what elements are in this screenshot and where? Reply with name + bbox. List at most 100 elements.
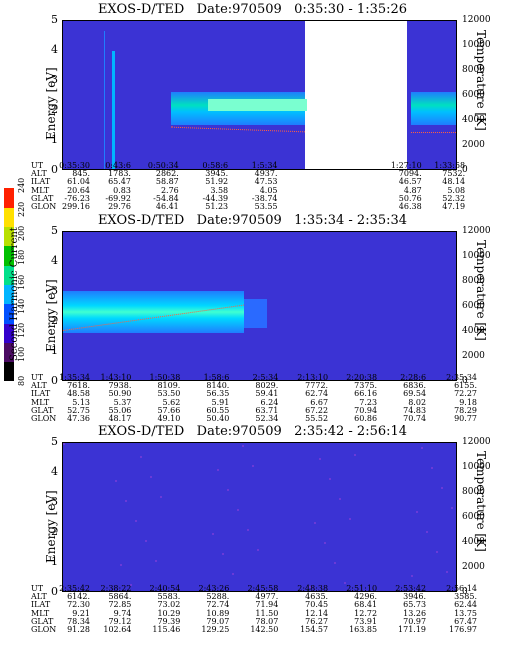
orbit-value: 65.47: [108, 177, 131, 187]
temperature-tick-label: 8000: [462, 487, 485, 497]
temperature-tick-label: 10000: [462, 40, 491, 50]
orbit-value: 55.06: [108, 405, 132, 415]
orbit-value: 78.29: [454, 405, 477, 415]
orbit-value: 3946.: [403, 592, 427, 602]
orbit-value: 2:20:38: [346, 373, 378, 382]
temperature-tick-label: 10000: [462, 251, 491, 261]
orbit-value: 2:53:42: [395, 584, 427, 593]
orbit-value: 58.87: [155, 177, 179, 187]
temperature-tick-label: 8000: [462, 276, 485, 286]
orbit-value: 0:50:34: [147, 161, 179, 170]
noise-fleck: [441, 487, 443, 489]
orbit-row-label: MLT: [31, 608, 50, 618]
orbit-value: 2:38:22: [100, 584, 132, 593]
orbit-value: 63.71: [255, 405, 279, 415]
temperature-tick-label: 2000: [462, 351, 485, 361]
orbit-value: 3945.: [205, 169, 229, 179]
orbit-value: 9.18: [459, 397, 477, 407]
noise-fleck: [150, 476, 152, 478]
orbit-value: 0:35:30: [59, 161, 90, 170]
orbit-row-label: GLON: [31, 414, 57, 423]
orbit-value: 142.50: [250, 625, 279, 634]
orbit-value: 6155.: [454, 381, 477, 391]
plasma-band: [410, 92, 456, 125]
orbit-value: 60.86: [354, 414, 378, 423]
energy-tick-label: 3: [51, 284, 58, 297]
orbit-row-label: MLT: [31, 185, 50, 195]
colorbar-segment: [4, 265, 14, 285]
orbit-value: 4296.: [354, 592, 378, 602]
orbit-value: 5.37: [113, 397, 132, 407]
plasma-band: [243, 298, 268, 329]
temperature-tick-label: 4000: [462, 537, 485, 547]
noise-fleck: [130, 584, 132, 586]
colorbar-segment: [4, 226, 14, 247]
noise-fleck: [155, 560, 157, 562]
noise-fleck: [446, 571, 448, 573]
noise-fleck: [431, 467, 433, 469]
panel-3-energy-axis-label: Energy [eV]: [44, 490, 58, 563]
orbit-value: 4.87: [403, 185, 422, 195]
orbit-value: 1:5:34: [251, 161, 278, 170]
orbit-value: 845.: [72, 169, 90, 179]
noise-fleck: [63, 443, 65, 445]
orbit-value: 7772.: [305, 381, 329, 391]
orbit-value: 2:40:54: [149, 584, 181, 593]
panel-2-energy-ticks: 0 1 2 3 4 5: [38, 225, 58, 386]
orbit-value: 51.92: [205, 177, 229, 187]
orbit-value: 2:5:34: [252, 373, 279, 382]
orbit-value: 7618.: [67, 381, 90, 391]
orbit-value: 0.83: [113, 185, 131, 195]
orbit-value: 52.32: [442, 193, 466, 203]
energy-tick-label: 3: [51, 495, 58, 508]
spike-feature: [104, 31, 106, 169]
orbit-row-label: ALT: [31, 592, 47, 602]
temperature-tick-label: 12000: [462, 226, 491, 236]
temperature-tick-label: 0: [462, 376, 468, 386]
temperature-trace: [410, 132, 456, 134]
orbit-value: 62.44: [454, 600, 477, 610]
colorbar-tick-label: 240: [17, 177, 26, 193]
orbit-value: 48.58: [67, 389, 90, 399]
colorbar-segment: [4, 245, 14, 266]
energy-tick-label: 5: [51, 435, 58, 448]
orbit-value: 5288.: [206, 592, 230, 602]
panel-3-title: EXOS-D/TED Date:970509 2:35:42 - 2:56:14: [97, 424, 408, 439]
data-gap: [304, 21, 407, 169]
orbit-value: 2.76: [160, 185, 179, 195]
energy-tick-label: 4: [51, 465, 58, 478]
orbit-value: 3585.: [454, 592, 477, 602]
orbit-value: -69.92: [105, 193, 131, 203]
orbit-value: 5.62: [162, 397, 181, 407]
energy-tick-label: 0: [51, 163, 58, 176]
orbit-value: 50.40: [206, 414, 230, 423]
orbit-value: 102.64: [103, 625, 132, 634]
orbit-value: 50.76: [398, 193, 422, 203]
orbit-value: 78.07: [255, 616, 279, 626]
panel-3-temperature-ticks: 0 2000 4000 6000 8000 10000 12000: [462, 437, 500, 597]
orbit-value: 66.16: [354, 389, 378, 399]
panel-2-title: EXOS-D/TED Date:970509 1:35:34 - 2:35:34: [97, 213, 408, 228]
panel-3-energy-ticks: 0 1 2 3 4 5: [38, 436, 58, 597]
orbit-value: 10.29: [157, 608, 181, 618]
orbit-value: 5.08: [447, 185, 466, 195]
orbit-value: 53.55: [254, 202, 278, 211]
orbit-value: 2:28:6: [400, 373, 427, 382]
orbit-value: 4977.: [255, 592, 279, 602]
energy-tick-label: 0: [51, 585, 58, 598]
orbit-row-label: ILAT: [31, 600, 51, 610]
temperature-tick-label: 0: [462, 587, 468, 597]
orbit-value: 70.94: [354, 405, 378, 415]
temperature-tick-label: 2000: [462, 562, 485, 572]
orbit-row-label: GLAT: [31, 616, 54, 626]
temperature-tick-label: 12000: [462, 15, 491, 25]
orbit-value: 9.74: [113, 608, 132, 618]
orbit-value: 1:35:34: [59, 373, 90, 382]
noise-fleck: [426, 531, 428, 533]
orbit-value: 50.90: [108, 389, 132, 399]
orbit-value: 12.72: [354, 608, 378, 618]
orbit-value: 91.28: [67, 625, 90, 634]
orbit-value: 0:58:6: [202, 161, 229, 170]
noise-fleck: [160, 496, 162, 498]
panel-2-spectrogram: [62, 231, 457, 381]
